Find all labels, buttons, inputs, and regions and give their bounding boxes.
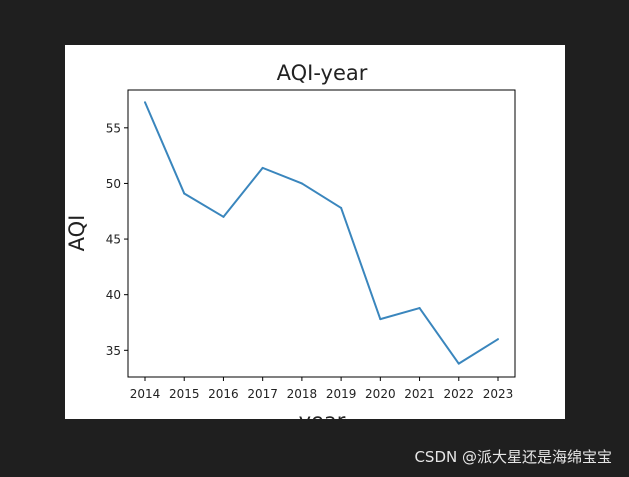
data-point: [497, 338, 499, 341]
data-point: [183, 192, 186, 195]
line-chart: AQI-year 35 40 45 50 55 2014 2015 2016 2017 2018…: [65, 61, 516, 419]
x-tick-label: 2014: [130, 387, 161, 401]
watermark: CSDN @派大星还是海绵宝宝: [414, 448, 612, 466]
plot-frame: [127, 89, 516, 378]
data-point: [261, 166, 264, 169]
data-point: [144, 101, 146, 104]
data-point: [418, 307, 421, 310]
y-axis-ticks: 35 40 45 50 55: [106, 121, 128, 358]
x-tick-label: 2017: [247, 387, 278, 401]
x-axis-ticks: 2014 2015 2016 2017 2018 2019 2020 2021 2022 2023: [130, 377, 514, 401]
y-axis-label: AQI: [65, 215, 89, 252]
y-tick-label: 40: [106, 288, 121, 302]
x-tick-label: 2019: [326, 387, 357, 401]
x-tick-label: 2020: [365, 387, 396, 401]
chart-title: AQI-year: [277, 61, 368, 85]
data-point: [457, 362, 460, 365]
x-tick-label: 2016: [208, 387, 239, 401]
series-points: [144, 101, 499, 365]
data-point: [222, 215, 225, 218]
x-tick-label: 2021: [404, 387, 435, 401]
x-tick-label: 2018: [287, 387, 318, 401]
y-tick-label: 45: [106, 233, 121, 247]
data-point: [340, 206, 343, 209]
x-tick-label: 2015: [169, 387, 200, 401]
x-tick-label: 2023: [483, 387, 514, 401]
x-tick-label: 2022: [444, 387, 475, 401]
data-point: [300, 182, 303, 185]
chart-panel: AQI-year 35 40 45 50 55 2014 2015 2016 2017 2018…: [65, 45, 565, 419]
data-point: [379, 318, 382, 321]
y-tick-label: 50: [106, 177, 121, 191]
x-axis-label: year: [299, 409, 346, 419]
y-tick-label: 55: [106, 121, 121, 135]
y-tick-label: 35: [106, 344, 121, 358]
series-line: [144, 101, 499, 365]
